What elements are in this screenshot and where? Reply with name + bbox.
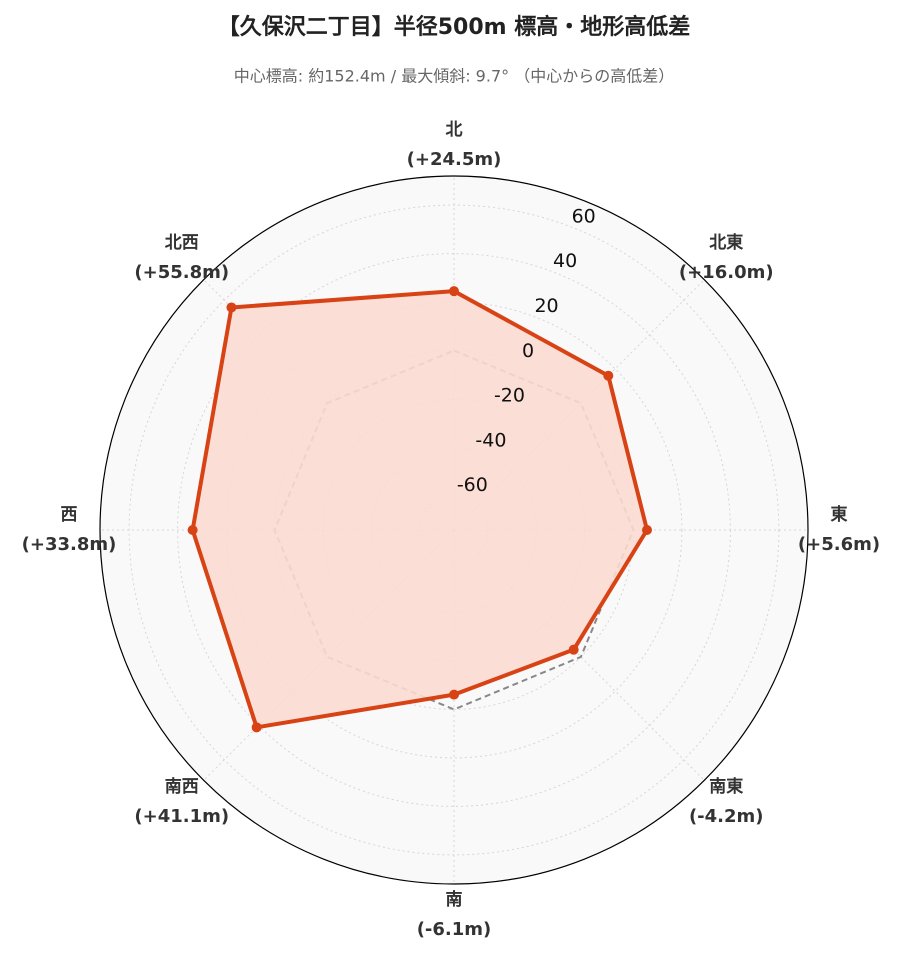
value-label: (+55.8m) (134, 262, 229, 283)
r-tick-label: 40 (553, 250, 577, 272)
r-tick-label: 0 (522, 340, 534, 362)
category-label: 西 (61, 505, 78, 525)
value-label: (-6.1m) (417, 919, 492, 940)
value-label: (+41.1m) (134, 806, 229, 827)
data-point (449, 689, 459, 700)
value-label: (+16.0m) (679, 262, 774, 283)
category-label: 北 (446, 120, 463, 140)
grid-circle (128, 204, 780, 856)
category-label: 北東 (709, 232, 743, 253)
category-label: 南 (446, 889, 463, 910)
data-point (187, 525, 198, 535)
r-tick-label: 60 (572, 205, 596, 227)
category-label: 北西 (165, 233, 199, 253)
data-point (449, 286, 459, 297)
data-point (251, 722, 262, 733)
data-point (568, 644, 579, 655)
chart-subtitle: 中心標高: 約152.4m / 最大傾斜: 9.7° （中心からの高低差） (234, 67, 674, 86)
r-tick-label: -60 (457, 474, 488, 496)
data-point (603, 370, 614, 381)
chart-title: 【久保沢二丁目】半径500m 標高・地形高低差 (218, 14, 691, 40)
value-label: (-4.2m) (689, 806, 764, 827)
category-label: 東 (831, 504, 848, 525)
value-label: (+33.8m) (22, 534, 117, 555)
data-point (226, 302, 237, 313)
grid-spoke (453, 529, 705, 781)
value-label: (+5.6m) (798, 534, 880, 555)
data-point (642, 525, 653, 535)
r-tick-label: -40 (475, 429, 506, 451)
category-label: 南西 (165, 776, 199, 797)
plot-border (99, 175, 809, 885)
value-label: (+24.5m) (407, 149, 502, 170)
r-tick-label: -20 (494, 385, 525, 407)
r-tick-label: 20 (534, 295, 558, 317)
category-label: 南東 (709, 776, 743, 797)
